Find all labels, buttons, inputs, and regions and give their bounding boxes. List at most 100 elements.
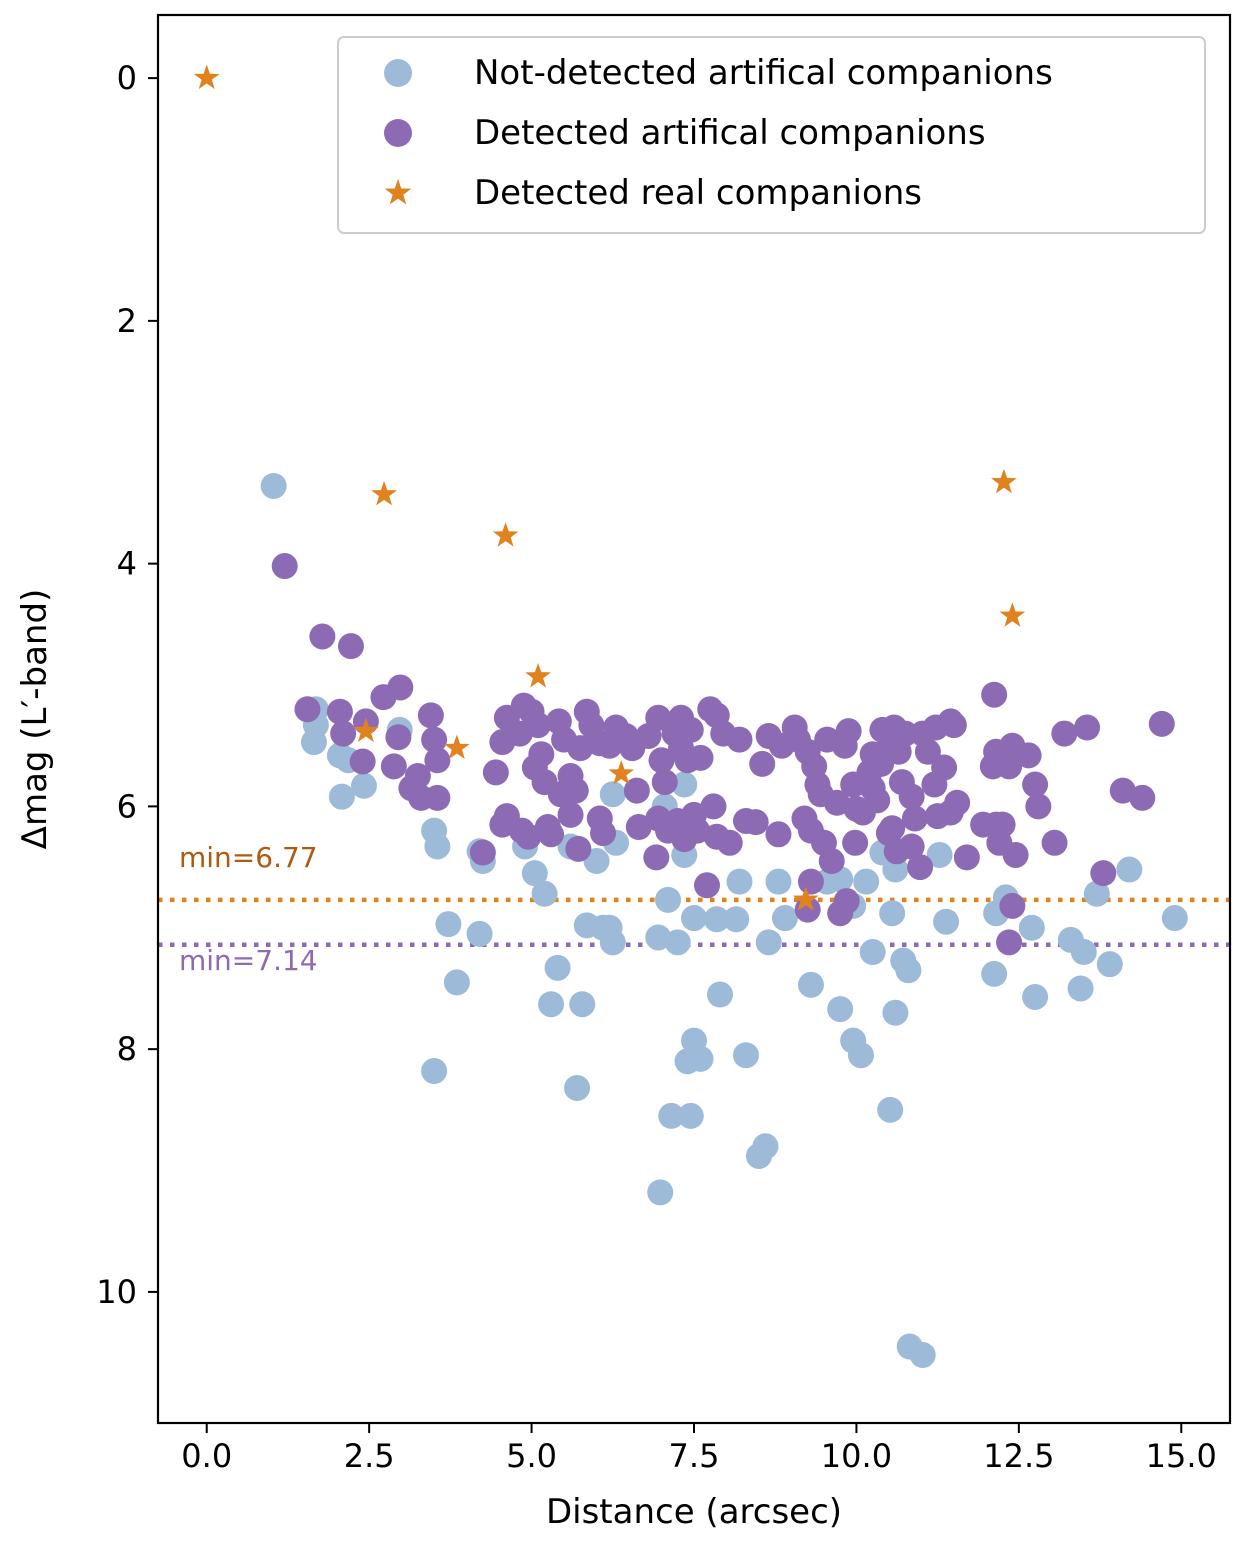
not-detected-point: [671, 771, 698, 798]
detected-artificial-point: [565, 835, 592, 862]
not-detected-point: [703, 906, 730, 933]
detected-artificial-point: [424, 747, 451, 774]
y-axis-ticks: 0 2 4 6 8 10: [96, 59, 158, 1311]
detected-artificial-point: [1109, 777, 1136, 804]
detected-artificial-point: [645, 704, 672, 731]
detected-artificial-point: [387, 674, 414, 701]
detected-artificial-point: [590, 820, 617, 847]
detected-artificial-point: [643, 844, 670, 871]
legend-marker-not-detected: [384, 59, 412, 87]
not-detected-point: [765, 868, 792, 895]
detected-artificial-point: [385, 724, 412, 751]
legend-marker-detected-real: [384, 179, 412, 205]
detected-artificial-point: [1041, 829, 1068, 856]
detected-artificial-point: [914, 738, 941, 765]
not-detected-point: [755, 929, 782, 956]
detected-artificial-point: [983, 811, 1010, 838]
detected-artificial-point: [1148, 710, 1175, 737]
not-detected-point: [1083, 880, 1110, 907]
data-points: [193, 64, 1188, 1369]
detected-artificial-point: [833, 888, 860, 915]
not-detected-point: [664, 929, 691, 956]
y-tick-label: 6: [117, 787, 137, 825]
min-real-label: min=6.77: [179, 841, 318, 874]
legend-marker-detected-artificial: [384, 119, 412, 147]
not-detected-point: [544, 954, 571, 981]
not-detected-point: [681, 905, 707, 932]
not-detected-point: [882, 999, 909, 1026]
real-companion-star: [353, 717, 379, 743]
detected-artificial-point: [421, 726, 448, 753]
detected-artificial-point: [525, 712, 552, 739]
not-detected-point: [1161, 905, 1188, 932]
detected-artificial-point: [693, 872, 720, 899]
detected-artificial-point: [898, 783, 925, 810]
not-detected-point: [797, 971, 824, 998]
detected-artificial-point: [687, 744, 714, 771]
not-detected-point: [350, 772, 377, 799]
detected-artificial-point: [557, 801, 584, 828]
detected-artificial-point: [482, 759, 509, 786]
not-detected-point: [1116, 856, 1143, 883]
y-tick-label: 8: [117, 1030, 137, 1068]
detected-artificial-point: [567, 735, 594, 762]
detected-artificial-point: [625, 814, 652, 841]
detected-artificial-point: [417, 702, 444, 729]
legend-label-detected-artificial: Detected artifical companions: [474, 113, 986, 153]
detected-artificial-point: [1022, 771, 1049, 798]
detected-artificial-point: [835, 718, 862, 745]
not-detected-point: [723, 906, 750, 933]
y-tick-label: 0: [117, 59, 137, 97]
detected-artificial-point: [648, 747, 675, 774]
not-detected-point: [645, 924, 672, 951]
real-companion-star: [193, 64, 220, 90]
not-detected-point: [260, 472, 287, 499]
not-detected-point: [677, 1102, 704, 1129]
detected-artificial-point: [700, 793, 727, 820]
real-companion-star: [525, 663, 551, 688]
not-detected-point: [1067, 975, 1094, 1002]
detected-artificial-point: [271, 553, 298, 580]
real-companion-star: [371, 480, 397, 506]
not-detected-point: [687, 1045, 714, 1072]
x-tick-label: 15.0: [1146, 1437, 1217, 1475]
not-detected-point: [1018, 914, 1045, 941]
not-detected-point: [909, 1342, 936, 1369]
not-detected-point: [732, 1042, 759, 1069]
not-detected-point: [424, 833, 451, 860]
real-companion-star: [999, 602, 1026, 627]
detected-artificial-point: [1090, 860, 1117, 887]
detected-artificial-point: [1002, 841, 1029, 868]
detected-artificial-point: [1025, 793, 1052, 820]
detected-artificial-point: [623, 777, 650, 804]
x-axis-label: Distance (arcsec): [546, 1492, 842, 1532]
not-detected-point: [933, 908, 960, 935]
not-detected-point: [827, 996, 854, 1023]
min-artificial-label: min=7.14: [179, 944, 318, 977]
x-tick-label: 7.5: [669, 1437, 720, 1475]
y-tick-label: 4: [117, 545, 137, 583]
not-detected-point: [877, 1096, 904, 1123]
x-tick-label: 0.0: [181, 1437, 232, 1475]
detected-artificial-point: [404, 763, 431, 790]
real-companion-star: [991, 468, 1017, 494]
not-detected-point: [564, 1074, 591, 1101]
detected-artificial-point: [380, 753, 407, 780]
detected-artificial-point: [716, 829, 743, 856]
not-detected-point: [658, 1102, 685, 1129]
not-detected-point: [706, 981, 733, 1008]
not-detected-point: [981, 960, 1008, 987]
x-tick-label: 5.0: [506, 1437, 557, 1475]
detected-artificial-point: [992, 748, 1019, 775]
real-companion-star: [444, 734, 470, 760]
detected-artificial-point: [818, 848, 845, 875]
detected-artificial-point: [953, 844, 980, 871]
detected-artificial-point: [349, 748, 376, 775]
x-tick-label: 10.0: [821, 1437, 892, 1475]
not-detected-point: [599, 929, 626, 956]
detected-artificial-point: [469, 839, 496, 866]
real-companion-star: [792, 886, 819, 911]
detected-artificial-point: [294, 696, 321, 723]
detected-artificial-point: [337, 633, 364, 660]
